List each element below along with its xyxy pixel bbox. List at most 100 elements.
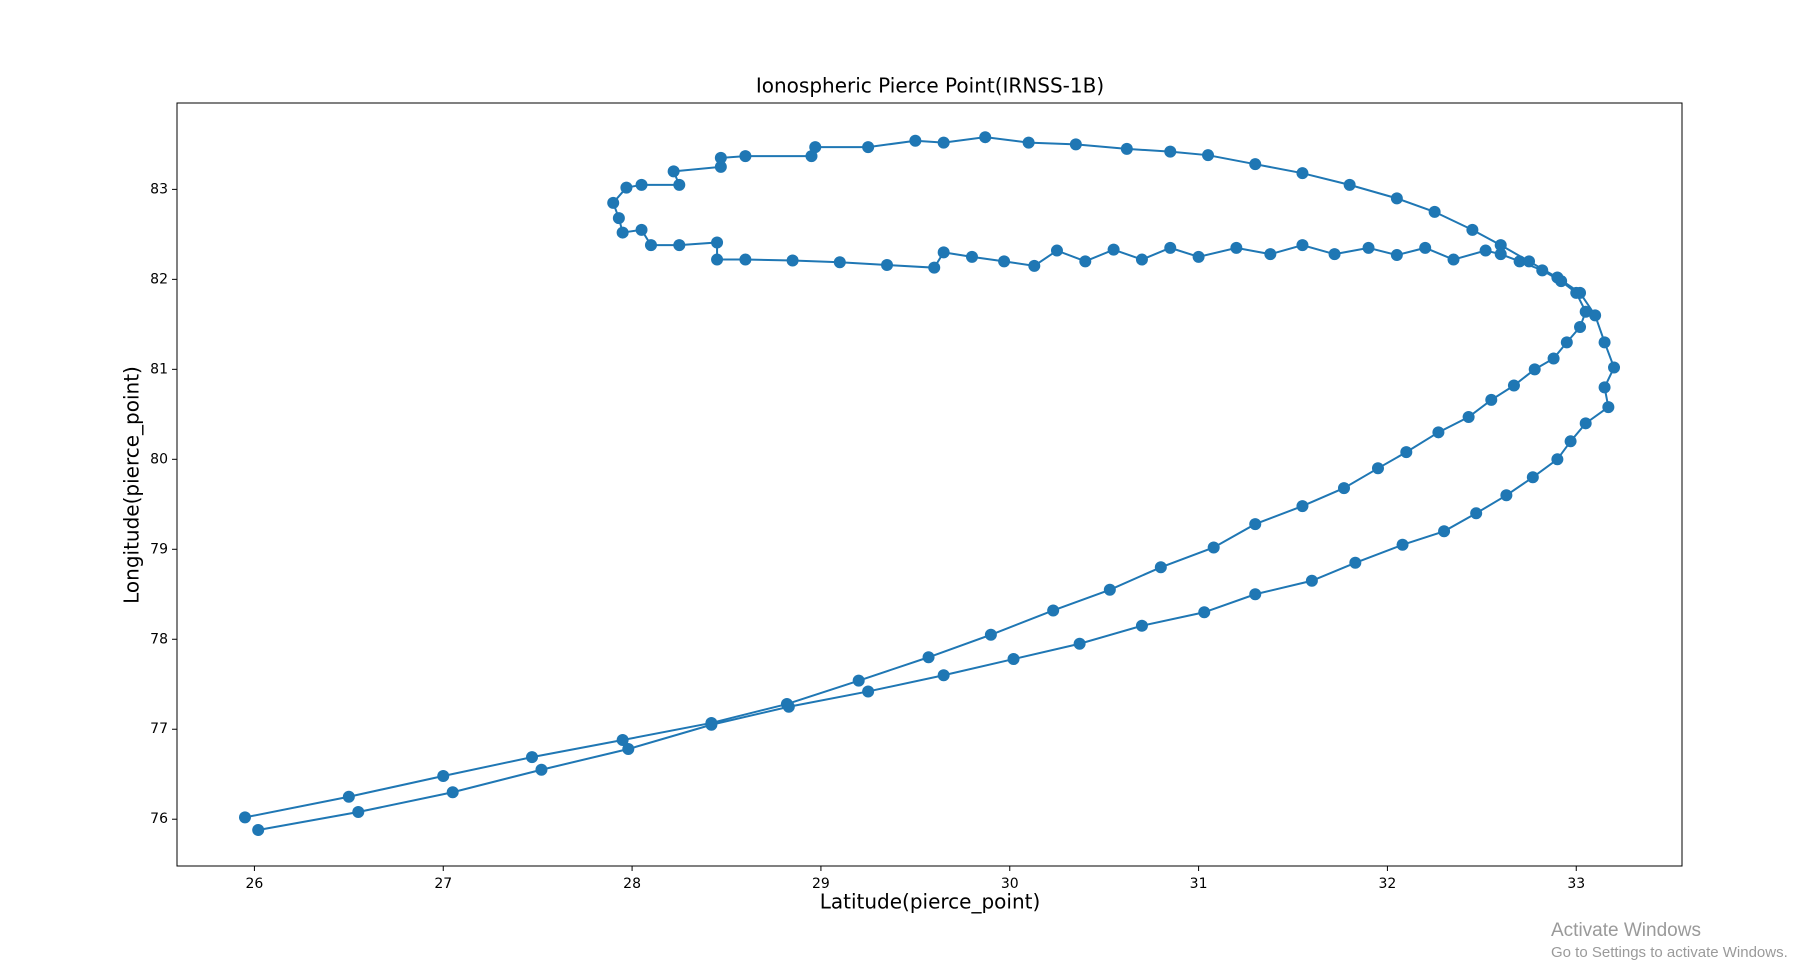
point (979, 131, 992, 144)
point (714, 160, 727, 173)
x-tick-label: 29 (812, 876, 830, 892)
x-tick-label: 27 (434, 876, 452, 892)
point (1466, 223, 1479, 236)
point (1249, 158, 1262, 171)
point (965, 250, 978, 263)
point (1598, 381, 1611, 394)
point (1198, 606, 1211, 619)
y-axis-label: Longitude(pierce_point) (120, 366, 144, 604)
point (1202, 149, 1215, 162)
x-tick-label: 30 (1001, 876, 1019, 892)
point (612, 212, 625, 225)
point (1438, 525, 1451, 538)
point (1526, 471, 1539, 484)
point (667, 165, 680, 178)
point (352, 806, 365, 819)
point (739, 150, 752, 163)
point (1337, 482, 1350, 495)
point (1608, 361, 1621, 374)
point (739, 253, 752, 266)
point (1513, 255, 1526, 268)
point (1230, 241, 1243, 254)
point (1390, 249, 1403, 262)
point (1598, 336, 1611, 349)
point (1470, 507, 1483, 520)
plot-frame (176, 102, 1683, 867)
point (1079, 255, 1092, 268)
point (1107, 243, 1120, 256)
point (1328, 248, 1341, 261)
point (673, 239, 686, 252)
point (782, 700, 795, 713)
y-tick-label: 79 (150, 541, 168, 557)
point (1135, 253, 1148, 266)
point (1047, 604, 1060, 617)
chart-title: Ionospheric Pierce Point(IRNSS-1B) (756, 74, 1104, 98)
point (1305, 574, 1318, 587)
point (1050, 244, 1063, 257)
point (705, 718, 718, 731)
point (616, 734, 629, 747)
watermark-title: Activate Windows (1551, 920, 1701, 941)
point (1485, 393, 1498, 406)
point (1028, 259, 1041, 272)
point (437, 770, 450, 783)
point (635, 178, 648, 191)
point (937, 246, 950, 259)
point (809, 141, 822, 154)
point (1022, 136, 1035, 149)
point (1528, 363, 1541, 376)
point (526, 751, 539, 764)
point (1574, 321, 1587, 334)
watermark-subtitle: Go to Settings to activate Windows. (1551, 944, 1788, 960)
point (1103, 583, 1116, 596)
point (1164, 145, 1177, 158)
point (1602, 401, 1615, 414)
point (1447, 253, 1460, 266)
point (1479, 244, 1492, 257)
point (616, 226, 629, 239)
y-tick-label: 76 (150, 811, 168, 827)
point (1579, 305, 1592, 318)
point (1343, 178, 1356, 191)
x-tick-label: 32 (1379, 876, 1397, 892)
point (711, 253, 724, 266)
point (1494, 239, 1507, 252)
point (1249, 588, 1262, 601)
point (1120, 142, 1133, 155)
point (1069, 138, 1082, 151)
point (622, 743, 635, 756)
x-tick-label: 33 (1567, 876, 1585, 892)
point (1462, 411, 1475, 424)
point (937, 669, 950, 682)
point (1390, 192, 1403, 205)
point (1551, 453, 1564, 466)
x-tick-label: 31 (1190, 876, 1208, 892)
point (1432, 426, 1445, 439)
point (1164, 241, 1177, 254)
point (1296, 167, 1309, 180)
x-axis-label: Latitude(pierce_point) (820, 890, 1041, 914)
point (1296, 239, 1309, 252)
point (1564, 435, 1577, 448)
point (1154, 561, 1167, 574)
point (1073, 637, 1086, 650)
point (1192, 250, 1205, 263)
point (909, 134, 922, 147)
point (1349, 556, 1362, 569)
point (1362, 241, 1375, 254)
point (984, 628, 997, 641)
point (1371, 462, 1384, 475)
point (673, 178, 686, 191)
point (1428, 205, 1441, 218)
point (1589, 309, 1602, 322)
y-tick-label: 80 (150, 451, 168, 467)
point (1007, 653, 1020, 666)
point (342, 790, 355, 803)
y-tick-label: 77 (150, 721, 168, 737)
point (833, 256, 846, 269)
point (998, 255, 1011, 268)
point (881, 258, 894, 271)
point (1547, 352, 1560, 365)
